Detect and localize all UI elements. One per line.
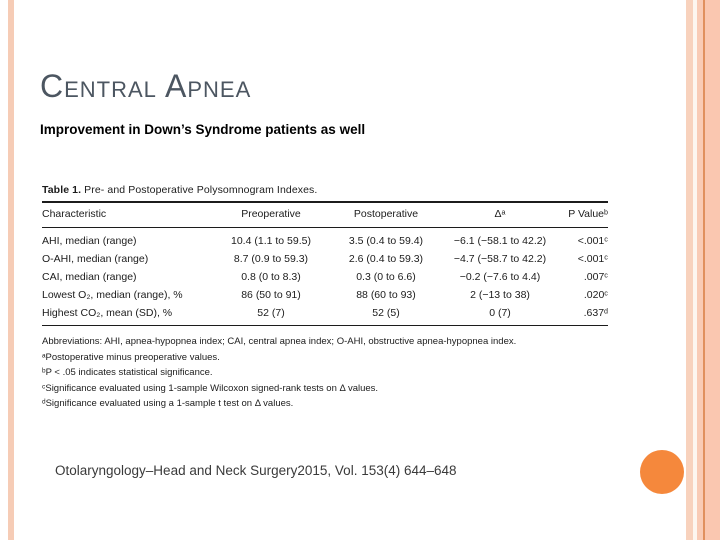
slide-title: Central Apnea (40, 68, 252, 104)
table-cell: 52 (5) (330, 304, 442, 326)
table-row: Lowest O₂, median (range), % 86 (50 to 9… (42, 286, 608, 304)
table-row: Highest CO₂, mean (SD), % 52 (7) 52 (5) … (42, 304, 608, 326)
slide-subtitle: Improvement in Down’s Syndrome patients … (40, 122, 366, 137)
right-accent-stripe-4 (703, 0, 705, 540)
column-header-preoperative: Preoperative (212, 201, 330, 228)
table-row: AHI, median (range) 10.4 (1.1 to 59.5) 3… (42, 228, 608, 251)
right-accent-stripe-5 (705, 0, 720, 540)
left-accent-stripe (8, 0, 14, 540)
column-header-delta: Δᵃ (442, 201, 558, 228)
column-header-postoperative: Postoperative (330, 201, 442, 228)
table-cell: .020ᶜ (583, 289, 608, 301)
polysomnogram-table-figure: Table 1. Pre- and Postoperative Polysomn… (42, 184, 608, 412)
table-caption-text: Pre- and Postoperative Polysomnogram Ind… (81, 184, 318, 196)
table-cell: 2.6 (0.4 to 59.3) (348, 253, 424, 265)
table-cell: <.001ᶜ (577, 253, 608, 265)
table-cell: <.001ᶜ (577, 235, 608, 247)
table-cell: .637ᵈ (558, 304, 608, 326)
table-row: O-AHI, median (range) 8.7 (0.9 to 59.3) … (42, 250, 608, 268)
table-cell: 3.5 (0.4 to 59.4) (348, 235, 424, 247)
column-header-characteristic: Characteristic (42, 201, 212, 228)
table-cell: 10.4 (1.1 to 59.5) (231, 235, 311, 247)
polysomnogram-table: Characteristic Preoperative Postoperativ… (42, 201, 608, 326)
right-accent-stripe-1 (686, 0, 693, 540)
table-cell: −6.1 (−58.1 to 42.2) (453, 235, 547, 247)
citation-text: Otolaryngology–Head and Neck Surgery2015… (55, 463, 457, 478)
table-footnote-b: ᵇP < .05 indicates statistical significa… (42, 367, 213, 378)
table-cell: CAI, median (range) (42, 271, 137, 283)
table-cell: Highest CO₂, mean (SD), % (42, 304, 212, 326)
table-footnote-c: ᶜSignificance evaluated using 1-sample W… (42, 382, 379, 394)
table-footnote-d: ᵈSignificance evaluated using a 1-sample… (42, 398, 294, 409)
column-header-pvalue: P Valueᵇ (558, 201, 608, 228)
right-accent-stripe-2 (693, 0, 697, 540)
right-accent-stripe-3 (697, 0, 703, 540)
table-footnote-abbreviations: Abbreviations: AHI, apnea-hypopnea index… (42, 336, 517, 347)
table-cell: 86 (50 to 91) (241, 289, 301, 301)
table-footnote-a: ᵃPostoperative minus preoperative values… (42, 351, 220, 363)
table-cell: 0 (7) (442, 304, 558, 326)
table-caption: Table 1. Pre- and Postoperative Polysomn… (42, 184, 608, 196)
table-cell: 0.3 (0 to 6.6) (356, 271, 416, 283)
table-cell: −0.2 (−7.6 to 4.4) (459, 271, 541, 283)
table-caption-label: Table 1. (42, 184, 82, 196)
table-cell: .007ᶜ (583, 271, 608, 283)
table-cell: 88 (60 to 93) (356, 289, 416, 301)
table-cell: 8.7 (0.9 to 59.3) (233, 253, 309, 265)
table-header-row: Characteristic Preoperative Postoperativ… (42, 201, 608, 228)
table-cell: 2 (−13 to 38) (470, 289, 530, 301)
table-cell: AHI, median (range) (42, 235, 137, 247)
table-row: CAI, median (range) 0.8 (0 to 8.3) 0.3 (… (42, 268, 608, 286)
table-cell: O-AHI, median (range) (42, 253, 149, 265)
decorative-circle (640, 450, 684, 494)
table-footnotes: Abbreviations: AHI, apnea-hypopnea index… (42, 334, 608, 412)
table-cell: −4.7 (−58.7 to 42.2) (453, 253, 547, 265)
table-cell: 0.8 (0 to 8.3) (241, 271, 301, 283)
table-cell: 52 (7) (212, 304, 330, 326)
table-cell: Lowest O₂, median (range), % (42, 289, 183, 301)
